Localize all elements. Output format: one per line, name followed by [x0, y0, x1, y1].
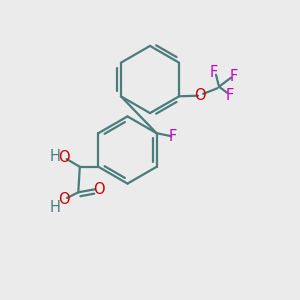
Text: O: O — [58, 150, 70, 165]
Text: F: F — [225, 88, 234, 103]
Text: O: O — [58, 192, 70, 207]
Text: O: O — [93, 182, 104, 197]
Text: H: H — [49, 149, 60, 164]
Text: O: O — [194, 88, 205, 103]
Text: F: F — [169, 129, 177, 144]
Text: F: F — [229, 69, 238, 84]
Text: H: H — [50, 200, 61, 215]
Text: F: F — [209, 65, 218, 80]
